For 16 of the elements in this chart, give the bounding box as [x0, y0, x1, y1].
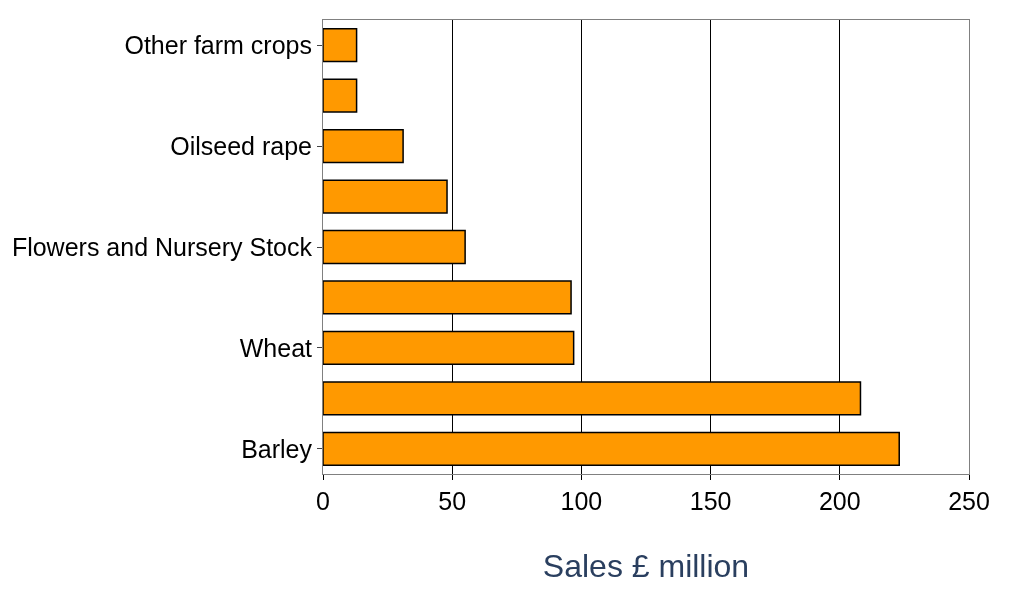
- x-tick-label: 250: [948, 487, 990, 515]
- x-tick-label: 150: [689, 487, 732, 515]
- y-tick-label: Oilseed rape: [170, 131, 312, 160]
- y-tick-label: Other farm crops: [124, 30, 312, 59]
- x-tick-label: 50: [438, 487, 467, 515]
- bar: [323, 179, 448, 214]
- x-tick-label: 0: [316, 487, 330, 515]
- bar: [323, 78, 358, 113]
- x-tick-label: 200: [818, 487, 861, 515]
- x-tick-label: 100: [560, 487, 603, 515]
- bar: [323, 128, 404, 164]
- y-tick-label: Barley: [241, 434, 313, 463]
- bar: [323, 28, 358, 63]
- y-tick-label: Wheat: [239, 333, 313, 362]
- x-axis-title: Sales £ million: [542, 547, 750, 584]
- y-tick-label: Flowers and Nursery Stock: [11, 232, 313, 261]
